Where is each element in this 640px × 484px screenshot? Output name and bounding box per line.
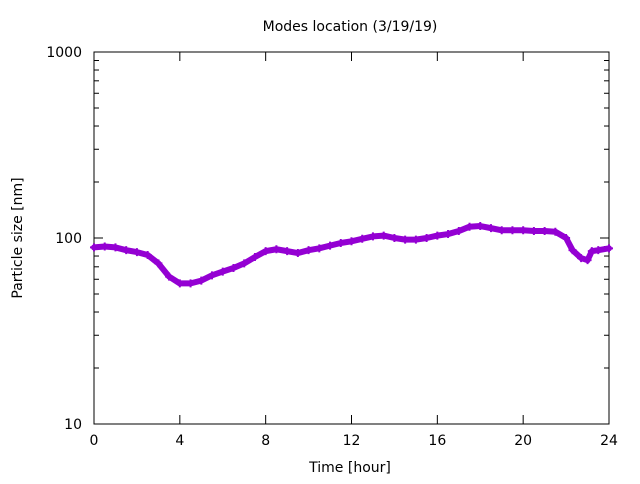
data-point: [122, 246, 131, 255]
y-tick-label: 1000: [46, 45, 82, 61]
data-point: [154, 259, 163, 268]
data-point: [315, 244, 324, 253]
data-point: [358, 234, 367, 243]
data-point: [433, 231, 442, 240]
data-point: [368, 232, 377, 241]
data-point: [197, 276, 206, 285]
data-point: [444, 230, 453, 239]
data-point: [422, 234, 431, 242]
data-point: [401, 235, 410, 244]
data-point: [272, 245, 281, 254]
x-tick-label: 16: [428, 433, 446, 449]
data-point: [497, 226, 506, 235]
x-tick-label: 12: [343, 433, 361, 449]
data-point: [594, 246, 603, 255]
data-point: [229, 263, 238, 272]
data-point: [186, 279, 195, 288]
x-tick-label: 20: [514, 433, 532, 449]
data-point: [529, 227, 538, 236]
data-point: [100, 242, 109, 251]
series-trace: [91, 223, 612, 287]
data-point: [519, 226, 528, 235]
data-point: [411, 235, 420, 244]
data-point: [454, 227, 463, 236]
x-tick-label: 8: [261, 433, 270, 449]
axis-ticks: 0 4 8 12 16 20 24 10 100 1000: [46, 45, 618, 449]
data-point: [132, 248, 141, 257]
data-point: [293, 249, 302, 258]
data-point: [240, 259, 249, 268]
data-point: [508, 226, 517, 235]
y-axis-label: Particle size [nm]: [10, 177, 26, 298]
data-point: [583, 256, 592, 265]
x-tick-label: 0: [90, 433, 99, 449]
data-point: [347, 237, 356, 246]
x-axis-label: Time [hour]: [308, 460, 391, 476]
data-series: [90, 222, 613, 288]
data-point: [551, 227, 560, 236]
data-point: [283, 247, 292, 256]
data-point: [111, 243, 120, 252]
data-point: [568, 246, 577, 255]
y-tick-label: 10: [64, 417, 82, 433]
data-point: [218, 267, 227, 276]
data-point: [390, 234, 399, 242]
data-point: [90, 243, 98, 252]
data-point: [476, 222, 485, 231]
data-point: [165, 272, 174, 281]
data-point: [562, 234, 571, 242]
data-point: [465, 222, 474, 231]
data-point: [577, 254, 586, 263]
data-point: [143, 251, 152, 260]
data-point: [486, 224, 495, 233]
data-point: [540, 227, 549, 236]
data-point: [175, 279, 184, 288]
x-tick-label: 4: [175, 433, 184, 449]
chart-title: Modes location (3/19/19): [263, 19, 438, 35]
data-point: [208, 271, 217, 280]
data-point: [250, 253, 259, 262]
data-point: [261, 247, 270, 256]
y-tick-label: 100: [55, 231, 82, 247]
data-point: [336, 238, 345, 247]
data-point: [379, 231, 388, 240]
data-point: [605, 244, 613, 253]
x-tick-label: 24: [600, 433, 618, 449]
data-point: [326, 241, 335, 250]
data-point: [304, 246, 313, 255]
